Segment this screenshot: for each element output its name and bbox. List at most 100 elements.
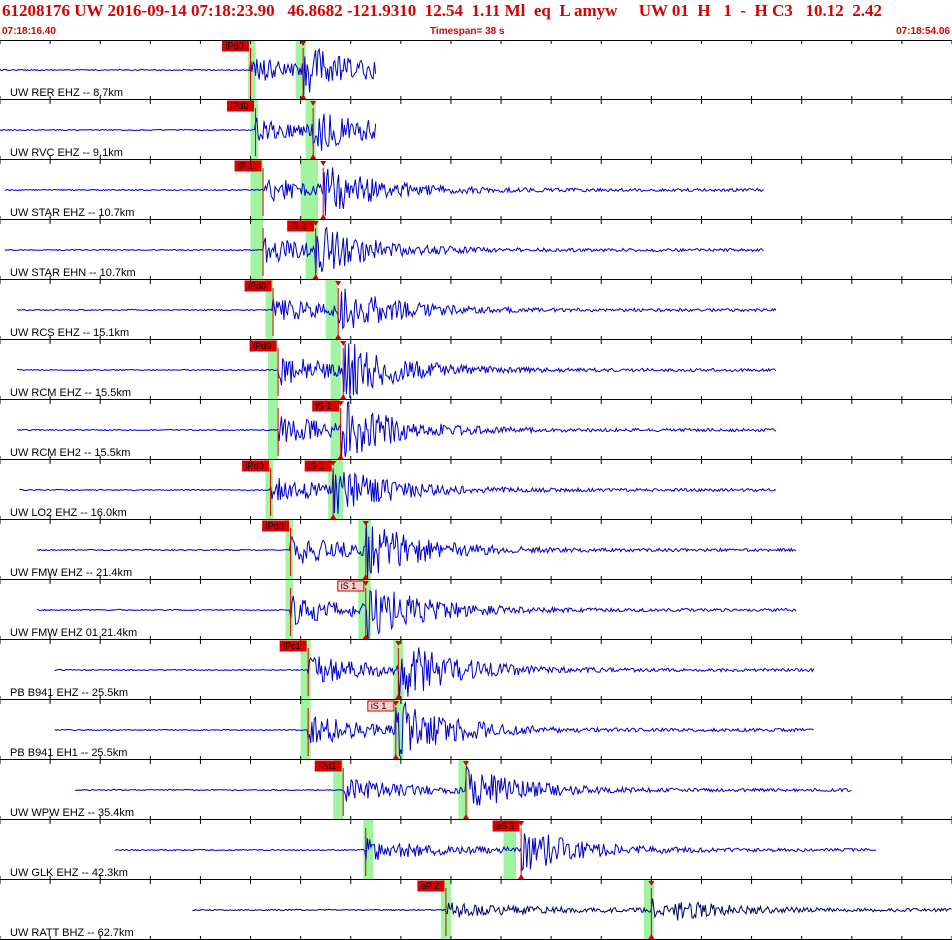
station-label: UW RER EHZ -- 8.7km xyxy=(10,87,123,99)
pick-label: iPc1 xyxy=(283,641,301,651)
pick-window xyxy=(458,760,469,820)
pick-label: iPd0 xyxy=(231,101,249,111)
pick-label-box xyxy=(304,460,332,472)
station-label: UW STAR EHN -- 10.7km xyxy=(10,267,136,279)
pick-marker-bottom xyxy=(395,694,402,699)
pick-label-box xyxy=(279,640,307,652)
pick-window xyxy=(358,580,371,640)
pick-label-box xyxy=(262,520,290,532)
pick-window xyxy=(300,160,319,220)
start-time: 07:18:16.40 xyxy=(2,26,56,37)
pick-label: iPd0 xyxy=(248,281,266,291)
pick-window xyxy=(305,100,316,160)
station-label: UW RCS EHZ -- 15.1km xyxy=(10,327,129,339)
pick-label-box xyxy=(312,400,340,412)
station-label: UW RATT BHZ -- 62.7km xyxy=(10,927,134,939)
event-header: 61208176 UW 2016-09-14 07:18:23.90 46.86… xyxy=(0,0,952,26)
waveform-trace xyxy=(192,898,952,921)
pick-window xyxy=(330,400,341,460)
waveform-trace xyxy=(54,701,814,757)
pick-label: iPd0 xyxy=(253,341,271,351)
end-time: 07:18:54.06 xyxy=(896,26,950,37)
pick-label: iPd0 xyxy=(226,41,244,51)
pick-marker-bottom xyxy=(462,814,469,819)
station-label: UW FMW EHZ 01 21.4km xyxy=(10,627,137,639)
waveform-trace xyxy=(0,47,377,95)
pick-label-box xyxy=(244,280,272,292)
pick-label: iS 1 xyxy=(291,221,307,231)
pick-label: iS 1 xyxy=(316,401,332,411)
pick-label: eP 2 xyxy=(421,881,439,891)
pick-marker-top xyxy=(300,41,307,46)
pick-marker-bottom xyxy=(648,934,655,939)
waveform-trace xyxy=(37,589,797,639)
pick-label-box xyxy=(314,760,342,772)
station-label: UW RCM EHZ -- 15.5km xyxy=(10,387,131,399)
waveform-trace xyxy=(54,647,814,699)
pick-label-box xyxy=(242,460,270,472)
pick-marker-bottom xyxy=(362,634,369,639)
pick-label: iPd0 xyxy=(246,461,264,471)
pick-marker-bottom xyxy=(337,454,344,459)
pick-window xyxy=(328,460,344,520)
waveform-trace xyxy=(37,524,797,578)
pick-marker-bottom xyxy=(310,154,317,159)
pick-marker-top xyxy=(340,341,347,346)
timespan: Timespan= 38 s xyxy=(430,26,505,37)
pick-window xyxy=(363,820,374,880)
waveform-trace xyxy=(17,401,777,458)
pick-marker-bottom xyxy=(362,574,369,579)
waveform-trace xyxy=(4,167,764,216)
pick-window xyxy=(330,340,341,400)
pick-label-box xyxy=(234,160,262,172)
pick-marker-bottom xyxy=(330,514,337,519)
pick-marker-top xyxy=(335,281,342,286)
station-label: UW STAR EHZ -- 10.7km xyxy=(10,207,134,219)
pick-marker-top xyxy=(462,761,469,766)
pick-window xyxy=(643,880,654,940)
pick-label: iS 1 xyxy=(308,461,324,471)
pick-marker-bottom xyxy=(335,334,342,339)
event-title: 61208176 UW 2016-09-14 07:18:23.90 46.86… xyxy=(2,1,883,20)
pick-marker-bottom xyxy=(392,754,399,759)
waveform-trace xyxy=(17,288,777,330)
pick-marker-bottom xyxy=(300,94,307,99)
station-label: UW RVC EHZ -- 9.1km xyxy=(10,147,123,159)
station-label: UW LO2 EHZ -- 16.0km xyxy=(10,507,127,519)
station-label: PB B941 EHZ -- 25.5km xyxy=(10,687,128,699)
pick-label: iPd0 xyxy=(266,521,284,531)
pick-marker-top xyxy=(648,881,655,886)
waveform-trace xyxy=(0,113,377,151)
pick-marker-top xyxy=(395,641,402,646)
waveform-trace xyxy=(4,227,764,274)
pick-marker-bottom xyxy=(518,874,525,879)
pick-marker-top xyxy=(320,161,327,166)
pick-label-box xyxy=(227,100,255,112)
pick-label-box xyxy=(367,700,395,712)
station-label: UW WPW EHZ -- 35.4km xyxy=(10,807,134,819)
pick-marker-bottom xyxy=(320,214,327,219)
station-label: UW RCM EH2 -- 15.5km xyxy=(10,447,130,459)
pick-marker-bottom xyxy=(340,394,347,399)
pick-label-box xyxy=(337,580,365,592)
waveform-trace xyxy=(17,343,777,399)
pick-marker-top xyxy=(310,101,317,106)
seismogram-plot[interactable]: iPd0 UW RER EHZ -- 8.7km iPd0 UW RVC EHZ --… xyxy=(0,40,952,940)
station-label: UW GLK EHZ -- 42.3km xyxy=(10,867,128,879)
pick-label: iS 1 xyxy=(341,581,357,591)
pick-label: eS 2 xyxy=(496,821,515,831)
pick-label-box xyxy=(417,880,445,892)
pick-label-box xyxy=(287,220,315,232)
waveform-trace xyxy=(19,469,777,514)
pick-marker-bottom xyxy=(312,274,319,279)
station-label: UW FMW EHZ -- 21.4km xyxy=(10,567,132,579)
pick-marker-top xyxy=(362,521,369,526)
pick-label: iPd1 xyxy=(318,761,336,771)
waveform-trace xyxy=(74,765,852,806)
pick-label: iS 1 xyxy=(371,701,387,711)
pick-label: iP 1 xyxy=(238,161,253,171)
pick-label-box xyxy=(492,820,520,832)
pick-label-box xyxy=(249,340,277,352)
station-label: PB B941 EH1 -- 25.5km xyxy=(10,747,127,759)
waveform-trace xyxy=(114,833,877,872)
